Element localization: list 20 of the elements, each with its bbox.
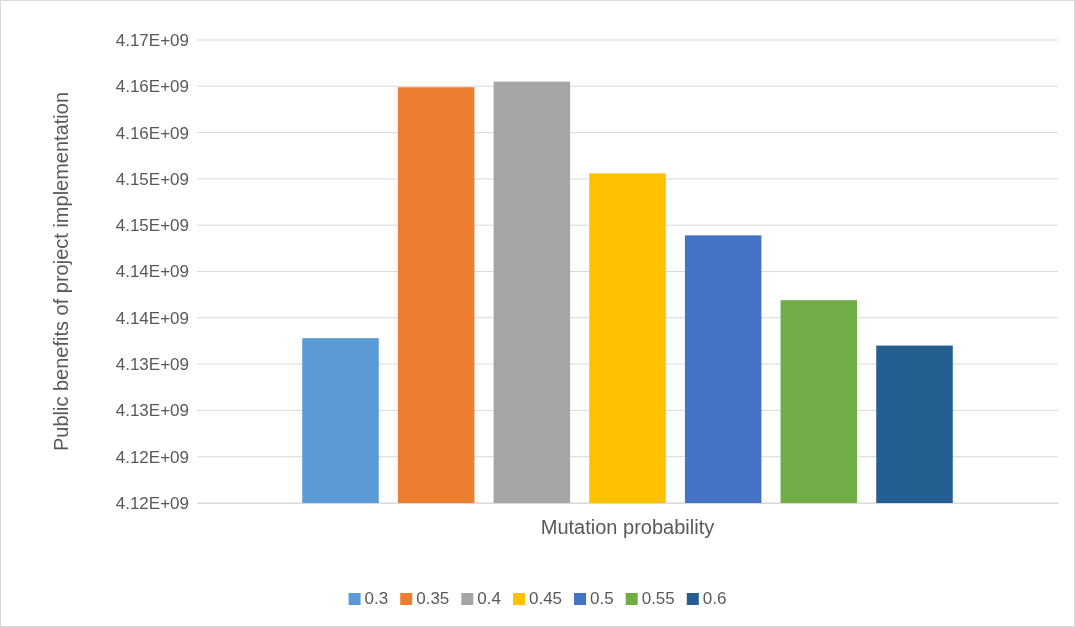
y-tick-label: 4.12E+09 [115,493,189,513]
y-axis-title: Public benefits of project implementation [50,91,72,452]
y-tick-label: 4.15E+09 [115,169,189,189]
legend-label: 0.45 [528,589,563,608]
y-tick-label: 4.16E+09 [115,123,189,143]
y-tick-label: 4.14E+09 [115,262,189,282]
y-tick-label: 4.13E+09 [115,355,189,375]
y-tick-label: 4.14E+09 [115,308,189,328]
x-axis-title: Mutation probability [540,516,715,538]
legend-label: 0.5 [590,589,614,608]
legend-label: 0.55 [641,589,675,608]
y-tick-label: 4.17E+09 [115,30,189,50]
legend-label: 0.3 [364,589,389,608]
y-tick-label: 4.12E+09 [115,447,189,467]
y-tick-label: 4.15E+09 [115,216,189,236]
legend-label: 0.35 [416,589,450,608]
legend-label: 0.6 [702,589,727,608]
y-tick-label: 4.13E+09 [115,401,189,421]
legend-label: 0.4 [477,589,501,608]
y-tick-label: 4.16E+09 [115,77,189,97]
